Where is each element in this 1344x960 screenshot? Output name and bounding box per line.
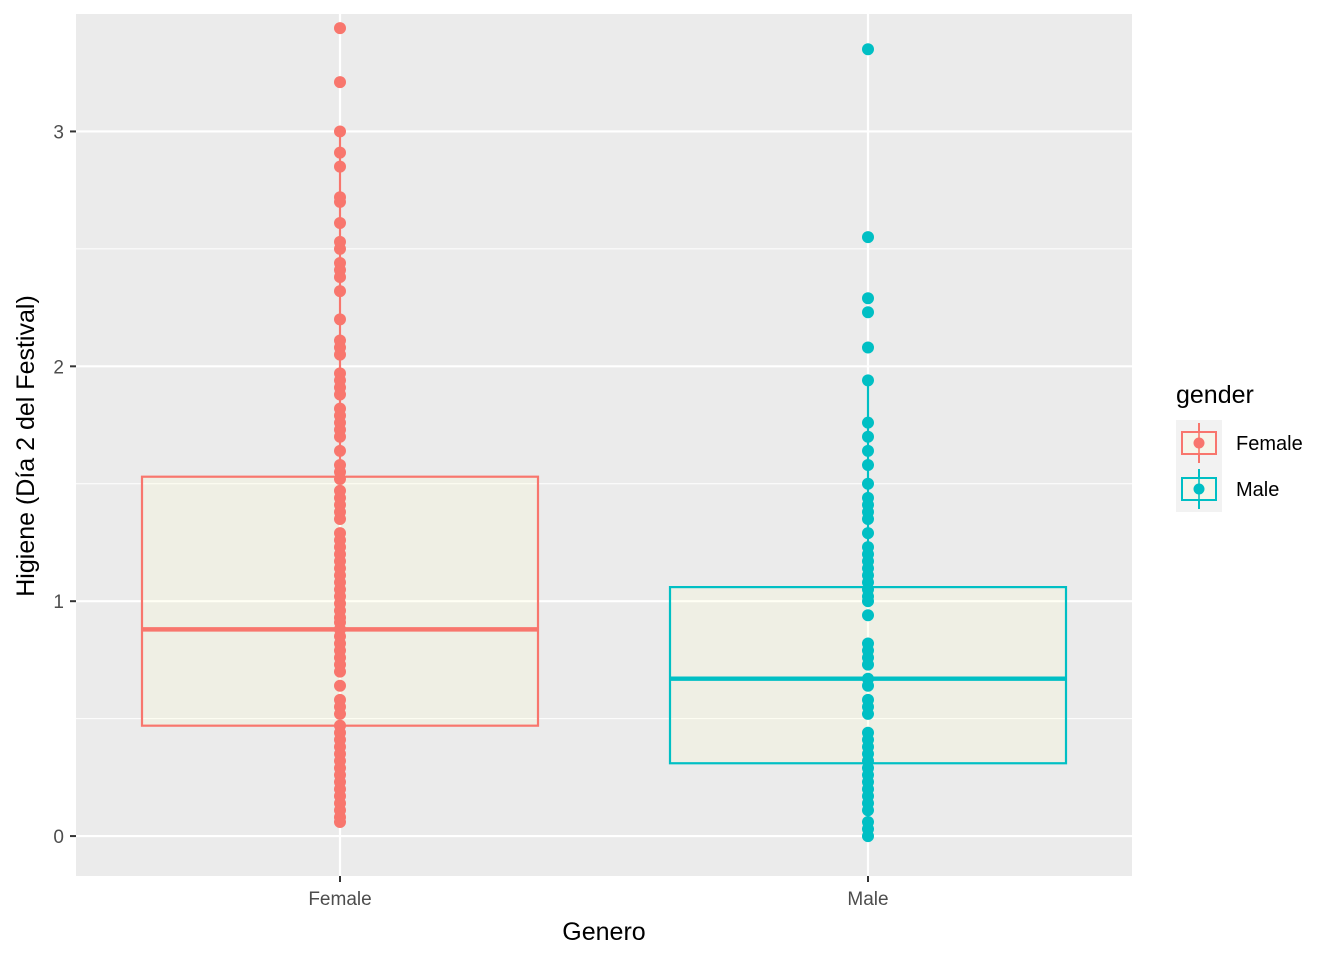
data-point-female xyxy=(334,815,346,828)
y-tick-label: 0 xyxy=(53,827,64,848)
x-axis-title: Genero xyxy=(562,918,645,946)
data-point-male xyxy=(862,292,874,305)
data-point-female xyxy=(334,679,346,692)
data-point-female xyxy=(334,285,346,298)
data-point-female xyxy=(334,271,346,284)
data-point-female xyxy=(334,125,346,138)
data-point-female xyxy=(334,665,346,678)
data-point-male xyxy=(862,477,874,490)
x-tick-label: Male xyxy=(847,889,888,910)
data-point-male xyxy=(862,416,874,429)
y-tick-label: 1 xyxy=(53,592,64,613)
data-point-female xyxy=(334,22,346,35)
y-axis-title: Higiene (Día 2 del Festival) xyxy=(12,295,40,597)
data-point-male xyxy=(862,804,874,817)
data-point-male xyxy=(862,658,874,671)
data-point-female xyxy=(334,217,346,230)
data-point-male xyxy=(862,679,874,692)
data-point-male xyxy=(862,43,874,56)
legend-label: Female xyxy=(1236,433,1303,455)
data-point-male xyxy=(862,231,874,244)
data-point-male xyxy=(862,374,874,387)
data-point-male xyxy=(862,306,874,319)
data-point-female xyxy=(334,195,346,208)
data-point-male xyxy=(862,609,874,622)
data-point-female xyxy=(334,242,346,255)
legend-key-point xyxy=(1193,483,1205,495)
data-point-male xyxy=(862,512,874,525)
data-point-male xyxy=(862,341,874,354)
legend-label: Male xyxy=(1236,479,1279,501)
x-tick-label: Female xyxy=(308,889,371,910)
data-point-male xyxy=(862,830,874,843)
data-point-female xyxy=(334,76,346,89)
data-point-female xyxy=(334,348,346,361)
data-point-female xyxy=(334,160,346,173)
data-point-female xyxy=(334,444,346,457)
data-point-female xyxy=(334,473,346,486)
legend: gender Female Male xyxy=(1176,381,1303,512)
data-point-male xyxy=(862,595,874,608)
legend-key-point xyxy=(1193,437,1205,449)
y-tick-label: 3 xyxy=(53,122,64,143)
data-point-female xyxy=(334,512,346,525)
data-point-female xyxy=(334,146,346,159)
plot-panel xyxy=(76,14,1132,876)
data-point-male xyxy=(862,458,874,471)
data-point-female xyxy=(334,313,346,326)
data-point-male xyxy=(862,444,874,457)
data-point-male xyxy=(862,430,874,443)
y-tick-label: 2 xyxy=(53,357,64,378)
data-point-male xyxy=(862,707,874,720)
data-point-female xyxy=(334,388,346,401)
legend-title: gender xyxy=(1176,381,1254,409)
data-point-female xyxy=(334,707,346,720)
data-point-male xyxy=(862,527,874,540)
data-point-female xyxy=(334,430,346,443)
